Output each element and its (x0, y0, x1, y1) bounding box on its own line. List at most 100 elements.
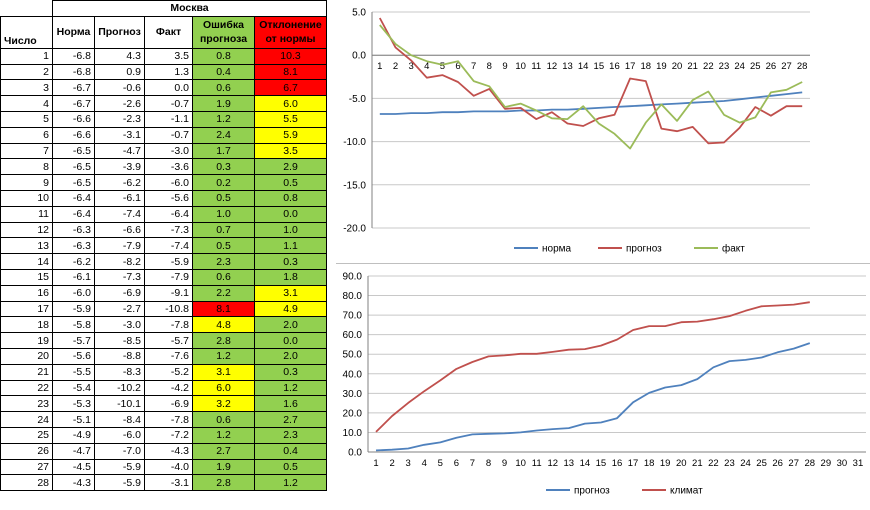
cell-forecast: -5.9 (94, 474, 145, 492)
cell-fact: -7.9 (144, 268, 193, 286)
cell-forecast: -7.0 (94, 442, 145, 460)
header-norm: Норма (52, 15, 95, 49)
cell-deviation: 6.7 (254, 79, 327, 97)
table-row: 25 -4.9 -6.0 -7.2 1.2 2.3 (0, 426, 327, 444)
forecast-table: Москва Число Норма Прогноз Факт Ошибка пр… (0, 0, 327, 492)
x-tick-label: 13 (562, 61, 573, 72)
cell-norm: -6.1 (52, 268, 95, 286)
temperature-chart-svg: 5.00.0-5.0-10.0-15.0-20.01 2 3 4 5 6 7 8 9 10 11 12… (343, 8, 810, 255)
x-tick-label: 16 (609, 61, 620, 72)
x-tick-label: 5 (440, 61, 445, 72)
cell-forecast: -7.3 (94, 268, 145, 286)
y-tick-label: 40.0 (343, 369, 363, 380)
table-row: 17 -5.9 -2.7 -10.8 8.1 4.9 (0, 300, 327, 318)
x-tick-label: 21 (687, 61, 698, 72)
x-tick-label: 23 (719, 61, 730, 72)
cell-deviation: 6.0 (254, 95, 327, 112)
x-tick-label: 27 (781, 61, 792, 72)
cell-deviation: 2.0 (254, 316, 327, 334)
cell-fact: -0.7 (144, 95, 193, 112)
x-tick-label: 22 (703, 61, 714, 72)
cell-deviation: 2.7 (254, 411, 327, 428)
x-tick-label: 27 (788, 458, 799, 469)
legend-label: прогноз (574, 486, 610, 497)
cell-error: 1.9 (192, 458, 255, 476)
table-row: 7 -6.5 -4.7 -3.0 1.7 3.5 (0, 142, 327, 160)
cell-day: 19 (0, 332, 53, 349)
header-error-line2: прогноза (199, 33, 248, 46)
cell-norm: -4.7 (52, 442, 95, 460)
x-tick-label: 11 (531, 61, 541, 72)
cell-deviation: 1.8 (254, 268, 327, 286)
cell-error: 1.9 (192, 95, 255, 112)
cell-deviation: 0.3 (254, 253, 327, 270)
cell-norm: -4.3 (52, 474, 95, 492)
cell-norm: -6.4 (52, 189, 95, 207)
cell-day: 8 (0, 158, 53, 176)
x-tick-label: 28 (797, 61, 808, 72)
x-tick-label: 2 (389, 458, 394, 469)
cell-deviation: 0.5 (254, 174, 327, 191)
cell-norm: -6.4 (52, 205, 95, 223)
cell-day: 18 (0, 316, 53, 334)
y-tick-label: 60.0 (343, 330, 363, 341)
cell-error: 2.2 (192, 284, 255, 302)
y-tick-label: 90.0 (343, 272, 363, 283)
cell-norm: -6.6 (52, 126, 95, 144)
cell-error: 1.7 (192, 142, 255, 160)
y-tick-label: 70.0 (343, 311, 363, 322)
table-row: 10 -6.4 -6.1 -5.6 0.5 0.8 (0, 189, 327, 207)
table-row: 28 -4.3 -5.9 -3.1 2.8 1.2 (0, 474, 327, 492)
x-tick-label: 8 (487, 61, 492, 72)
table-row: 2 -6.8 0.9 1.3 0.4 8.1 (0, 63, 327, 81)
x-tick-label: 15 (594, 61, 605, 72)
cell-forecast: -2.6 (94, 95, 145, 112)
x-tick-label: 6 (454, 458, 459, 469)
cell-day: 11 (0, 205, 53, 223)
cell-norm: -4.9 (52, 426, 95, 444)
x-tick-label: 12 (547, 458, 558, 469)
table-row: 19 -5.7 -8.5 -5.7 2.8 0.0 (0, 332, 327, 349)
cell-forecast: -10.2 (94, 379, 145, 397)
cell-fact: -6.4 (144, 205, 193, 223)
series-line-прогноз (379, 17, 803, 145)
cell-day: 10 (0, 189, 53, 207)
table-row: 5 -6.6 -2.3 -1.1 1.2 5.5 (0, 110, 327, 128)
y-tick-label: -20.0 (343, 224, 366, 235)
x-tick-label: 12 (547, 61, 558, 72)
cell-error: 1.2 (192, 110, 255, 128)
cell-fact: -9.1 (144, 284, 193, 302)
cell-fact: -5.6 (144, 189, 193, 207)
table-row: 13 -6.3 -7.9 -7.4 0.5 1.1 (0, 237, 327, 255)
header-deviation-line2: от нормы (265, 33, 316, 46)
cell-forecast: -6.2 (94, 174, 145, 191)
x-tick-label: 23 (724, 458, 735, 469)
cell-fact: -4.3 (144, 442, 193, 460)
y-tick-label: 0.0 (352, 51, 366, 62)
cell-error: 1.0 (192, 205, 255, 223)
cell-day: 2 (0, 63, 53, 81)
y-tick-label: 80.0 (343, 291, 363, 302)
cell-norm: -6.5 (52, 158, 95, 176)
series-line-климат (375, 301, 810, 433)
cell-day: 4 (0, 95, 53, 112)
cell-fact: -3.0 (144, 142, 193, 160)
header-error: Ошибка прогноза (192, 15, 255, 49)
cell-fact: -7.3 (144, 221, 193, 239)
cell-error: 2.4 (192, 126, 255, 144)
cell-forecast: -8.3 (94, 363, 145, 381)
y-tick-label: 0.0 (348, 448, 362, 459)
cell-fact: -4.2 (144, 379, 193, 397)
y-tick-label: 10.0 (343, 428, 363, 439)
cell-fact: -7.8 (144, 316, 193, 334)
x-tick-label: 29 (821, 458, 832, 469)
x-tick-label: 24 (734, 61, 745, 72)
header-error-line1: Ошибка (203, 19, 244, 32)
cell-deviation: 0.5 (254, 458, 327, 476)
table-row: 24 -5.1 -8.4 -7.8 0.6 2.7 (0, 411, 327, 428)
table-row: 16 -6.0 -6.9 -9.1 2.2 3.1 (0, 284, 327, 302)
cell-forecast: 0.9 (94, 63, 145, 81)
cell-norm: -6.6 (52, 110, 95, 128)
x-tick-label: 18 (640, 61, 651, 72)
table-row: 4 -6.7 -2.6 -0.7 1.9 6.0 (0, 95, 327, 112)
